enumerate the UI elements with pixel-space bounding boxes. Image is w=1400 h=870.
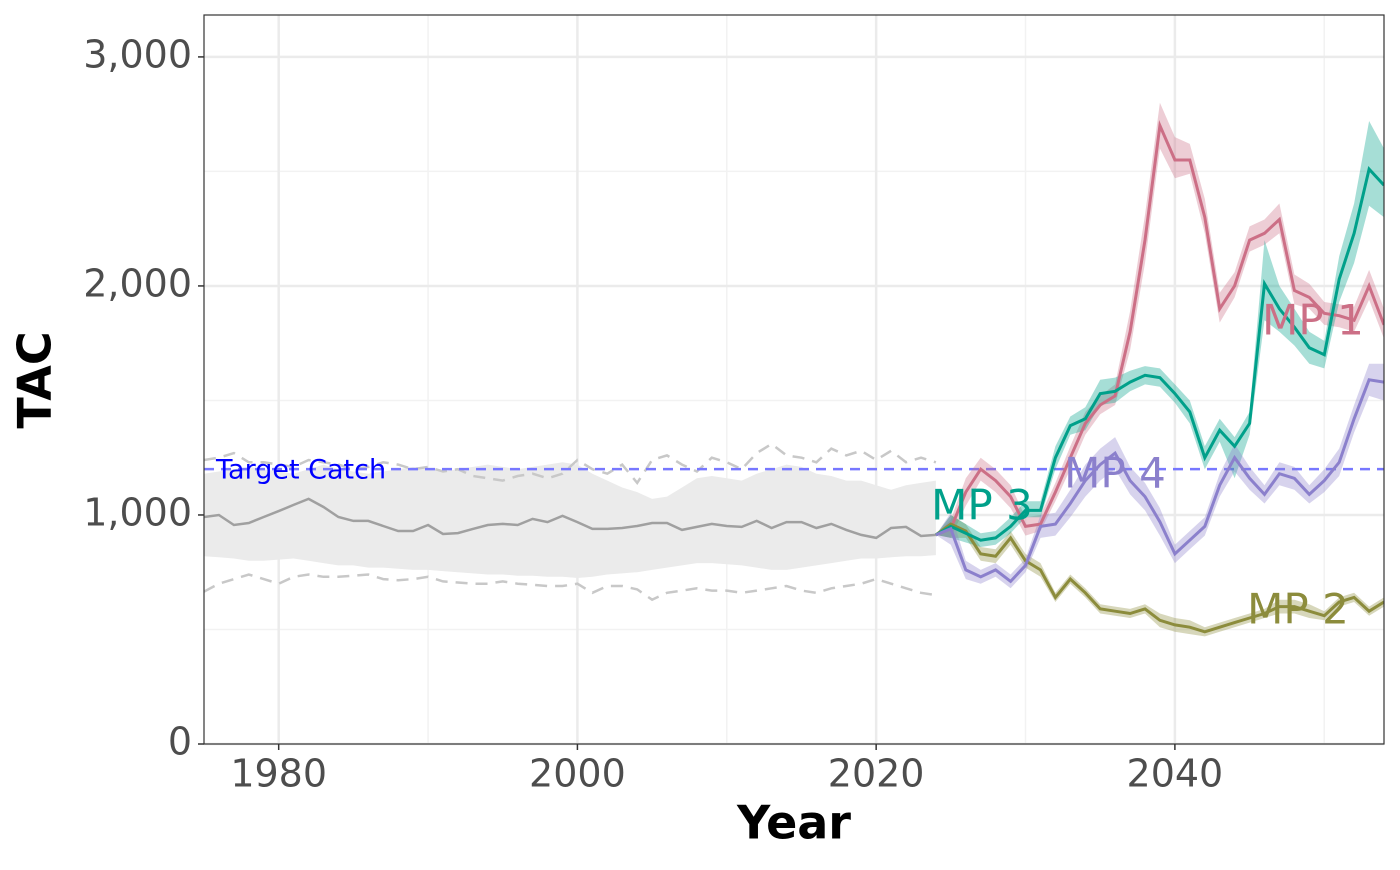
y-tick-label: 2,000 (83, 261, 192, 305)
x-tick-label: 2020 (828, 752, 925, 796)
y-tick-label: 1,000 (83, 490, 192, 534)
projection-line (935, 522, 1384, 634)
projection-band (935, 102, 1384, 538)
historical-median-line (204, 497, 936, 540)
plot-area: Target Catch (204, 102, 1384, 637)
y-tick-label: 0 (168, 720, 192, 764)
x-tick-label: 2040 (1127, 752, 1224, 796)
plot-background (204, 15, 1384, 744)
series-label: MP 1 (1262, 296, 1364, 345)
target-label: Target Catch (215, 455, 386, 486)
plot-border (203, 14, 1385, 745)
series-label: MP 4 (1064, 449, 1166, 498)
y-tick-label: 3,000 (83, 32, 192, 76)
series-label: MP 3 (931, 481, 1033, 530)
projection-line (935, 120, 1384, 537)
projection-line (935, 378, 1384, 584)
series-label: MP 2 (1247, 585, 1349, 634)
projection-band (935, 363, 1384, 589)
projection-band (935, 121, 1384, 547)
historical-dashed-line (204, 442, 937, 486)
x-tick-label: 1980 (230, 752, 327, 796)
y-axis-title: TAC (8, 331, 62, 428)
axes: 0 1,000 2,000 3,000 1980 2000 2020 2040 (83, 32, 1223, 795)
x-tick-label: 2000 (529, 752, 626, 796)
projection-line (935, 166, 1384, 542)
projection-band (935, 515, 1384, 637)
historical-dashed-line (204, 573, 937, 602)
x-axis-title: Year (736, 796, 851, 850)
